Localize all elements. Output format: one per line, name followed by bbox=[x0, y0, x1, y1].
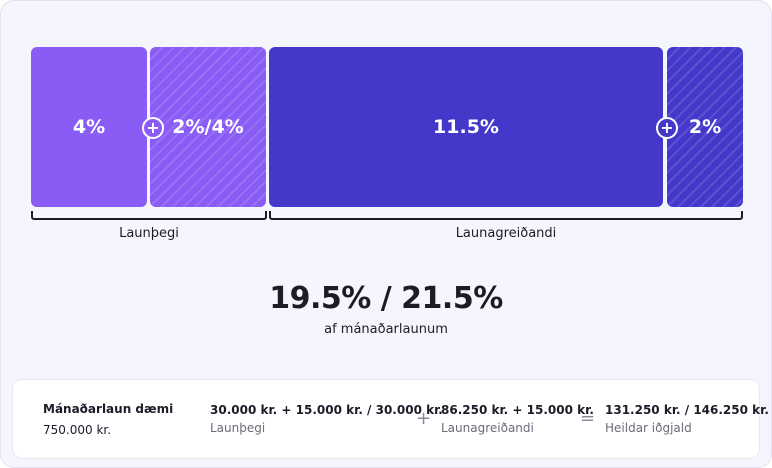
employee-optional-contribution-label: 2%/4% bbox=[172, 116, 243, 138]
employee-optional-contribution-block: 2%/4% bbox=[150, 47, 266, 207]
employer-contribution-block: 11.5% bbox=[269, 47, 663, 207]
employer-optional-contribution-block: 2% bbox=[667, 47, 743, 207]
employer-group-label: Launagreiðandi bbox=[269, 226, 743, 241]
employee-contribution-label: 4% bbox=[73, 116, 105, 138]
employee-contribution-block: 4% bbox=[31, 47, 147, 207]
employer-amount-caption: Launagreiðandi bbox=[441, 421, 534, 435]
salary-example-panel: Mánaðarlaun dæmi 750.000 kr. 30.000 kr. … bbox=[12, 379, 760, 459]
employee-amount: 30.000 kr. + 15.000 kr. / 30.000 kr. bbox=[210, 403, 443, 417]
equals-operator: = bbox=[580, 408, 595, 429]
employee-bracket bbox=[31, 211, 267, 220]
total-subtitle: af mánaðarlaunum bbox=[1, 322, 771, 337]
plus-icon: + bbox=[656, 117, 678, 139]
employee-amount-caption: Launþegi bbox=[210, 421, 265, 435]
employer-amount: 86.250 kr. + 15.000 kr. bbox=[441, 403, 594, 417]
employee-group-label: Launþegi bbox=[31, 226, 267, 241]
plus-operator: + bbox=[416, 408, 431, 429]
example-salary: 750.000 kr. bbox=[43, 423, 111, 437]
employer-contribution-label: 11.5% bbox=[433, 116, 499, 138]
total-amount: 131.250 kr. / 146.250 kr. bbox=[605, 403, 769, 417]
plus-icon: + bbox=[142, 117, 164, 139]
total-amount-caption: Heildar iðgjald bbox=[605, 421, 692, 435]
total-percentage: 19.5% / 21.5% bbox=[1, 281, 771, 316]
example-title: Mánaðarlaun dæmi bbox=[43, 402, 173, 416]
employer-bracket bbox=[269, 211, 743, 220]
employer-optional-contribution-label: 2% bbox=[689, 116, 721, 138]
